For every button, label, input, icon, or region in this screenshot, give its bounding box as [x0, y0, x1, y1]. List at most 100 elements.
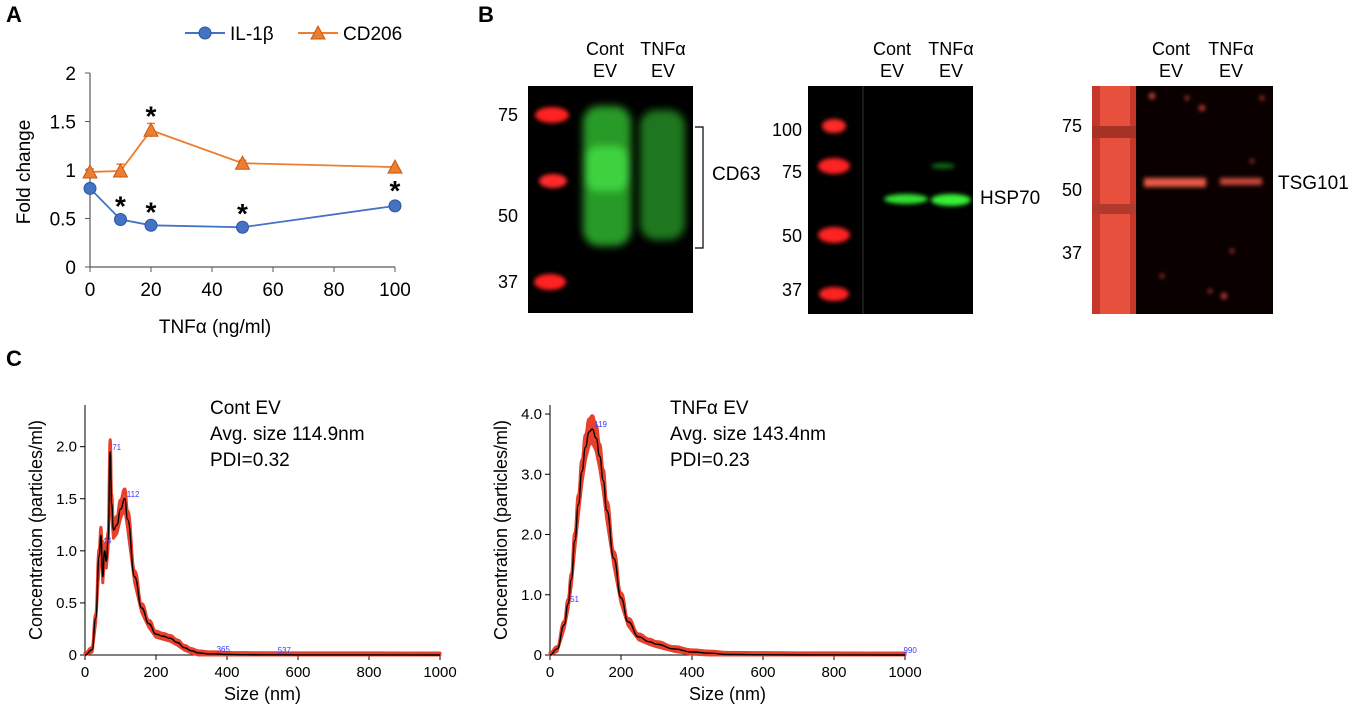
tnfa-ev-x-tick-label: 1000	[888, 664, 921, 681]
tnfa-ev-mean-curve	[549, 428, 905, 656]
blot3-lane1-label: Cont EV	[1141, 38, 1201, 82]
data-point-il1b	[236, 220, 249, 234]
tnfa-ev-x-tick-label: 0	[546, 664, 554, 681]
legend-marker-cd206	[310, 24, 326, 40]
blot3-marker-50: 50	[1062, 180, 1083, 200]
x-axis-title: TNFα (ng/ml)	[159, 317, 271, 338]
cont-ev-x-axis-title: Size (nm)	[224, 684, 301, 704]
tnfa-ev-x-tick-label: 400	[679, 664, 704, 681]
panel-letter-a: A	[6, 2, 22, 27]
cont-ev-avg-size: Avg. size 114.9nm	[210, 424, 365, 445]
blot2-marker-75: 75	[782, 162, 803, 182]
y-tick-label: 2	[65, 64, 76, 85]
blot1-marker-75: 75	[498, 105, 519, 125]
blot3-bands	[1144, 93, 1264, 299]
blot2-marker-100: 100	[772, 120, 803, 140]
y-tick-label: 0	[65, 258, 76, 279]
legend-marker-il1b	[198, 26, 212, 40]
cont-ev-title: Cont EV	[210, 398, 281, 419]
tnfa-ev-y-tick-label: 2.0	[521, 527, 542, 544]
blot1-ladder	[534, 107, 569, 290]
blot2-lane1-line1: Cont	[872, 39, 912, 59]
blot3-lane2-line2: EV	[1218, 61, 1243, 81]
y-tick-label: 1.5	[50, 113, 76, 134]
data-point-il1b	[83, 181, 97, 195]
blot1-lane1-line1: Cont	[585, 39, 625, 59]
blot1-marker-37: 37	[498, 272, 519, 292]
blot1-lane1-label: Cont EV	[575, 38, 635, 82]
blot1-lane2-line2: EV	[650, 61, 675, 81]
cont-ev-x-tick-label: 1000	[423, 664, 456, 681]
legend-label-il1b: IL-1β	[230, 24, 274, 45]
cont-ev-x-tick-label: 0	[81, 664, 89, 681]
tnfa-ev-y-tick-label: 0	[534, 647, 542, 664]
panel-letter-c: C	[6, 346, 22, 371]
blot2-lane1-line2: EV	[879, 61, 904, 81]
blot2-marker-37: 37	[782, 280, 803, 300]
cont-ev-y-tick-label: 1.0	[56, 543, 77, 560]
x-tick-label: 80	[323, 280, 344, 301]
data-point-cd206	[234, 155, 251, 170]
data-point-il1b	[144, 218, 158, 232]
x-tick-label: 100	[379, 280, 411, 301]
cont-ev-error-band	[83, 438, 442, 657]
tnfa-ev-avg-size: Avg. size 143.4nm	[670, 424, 826, 445]
panel-letter-b: B	[478, 2, 494, 27]
data-point-cd206	[112, 162, 129, 178]
blot3-image	[1092, 86, 1273, 314]
data-point-il1b	[388, 199, 402, 213]
blot3-lane2-line1: TNFα	[1208, 39, 1254, 59]
blot1-marker-50: 50	[498, 206, 519, 226]
size-distribution-tnfa-ev: 0 1.0 2.0 3.0 4.0 0 200 400 600 800 1000 Size (nm) C…	[491, 405, 922, 704]
data-point-cd206	[82, 163, 98, 179]
cont-ev-y-axis-title: Concentration (particles/ml)	[26, 420, 46, 640]
size-distribution-cont-ev: 0 0.5 1.0 1.5 2.0 0 200 400 600 800 1000 Size (nm) C…	[26, 405, 457, 704]
blot1-protein-label: CD63	[712, 164, 761, 185]
cont-ev-x-tick-label: 800	[356, 664, 381, 681]
tnfa-ev-x-tick-label: 600	[750, 664, 775, 681]
cont-ev-annotation: Cont EV Avg. size 114.9nm PDI=0.32	[210, 396, 365, 474]
cont-ev-y-tick-label: 0	[69, 647, 77, 664]
blot3-marker-75: 75	[1062, 116, 1083, 136]
tnfa-ev-y-axis-title: Concentration (particles/ml)	[491, 420, 511, 640]
cont-ev-peak-label: 71	[112, 443, 121, 452]
cont-ev-y-tick-label: 2.0	[56, 439, 77, 456]
tnfa-ev-x-tick-label: 800	[821, 664, 846, 681]
x-tick-label: 20	[140, 280, 161, 301]
blot3-lane1-line2: EV	[1158, 61, 1183, 81]
blot2-image	[808, 86, 973, 314]
blot1-bands	[583, 106, 685, 246]
blot2-ladder	[818, 119, 850, 301]
y-tick-label: 0.5	[50, 210, 76, 231]
cont-ev-y-tick-label: 1.5	[56, 491, 77, 508]
blot1-lane2-line1: TNFα	[640, 39, 686, 59]
tnfa-ev-title: TNFα EV	[670, 398, 749, 419]
significance-marker-il1b: *	[390, 175, 401, 206]
data-point-cd206	[387, 159, 403, 174]
blot1-lane1-line2: EV	[592, 61, 617, 81]
x-tick-label: 60	[262, 280, 283, 301]
blot2-lane1-label: Cont EV	[862, 38, 922, 82]
blot3-lane2-label: TNFα EV	[1196, 38, 1266, 82]
blot3-protein-label: TSG101	[1278, 173, 1349, 194]
tnfa-ev-x-tick-label: 200	[608, 664, 633, 681]
blot2-lane2-line2: EV	[938, 61, 963, 81]
data-point-cd206	[143, 122, 159, 137]
significance-marker-il1b: *	[115, 190, 126, 221]
y-tick-label: 1	[65, 161, 76, 182]
blot2-marker-50: 50	[782, 226, 803, 246]
blot2-protein-label: HSP70	[980, 188, 1041, 209]
chart-legend: IL-1β CD206	[185, 24, 402, 45]
tnfa-ev-peak-label: 119	[594, 420, 607, 429]
tnfa-ev-y-tick-label: 1.0	[521, 587, 542, 604]
cont-ev-mean-curve	[84, 451, 441, 656]
cont-ev-peak-label: 365	[217, 645, 231, 654]
tnfa-ev-annotation: TNFα EV Avg. size 143.4nm PDI=0.23	[670, 396, 826, 474]
cont-ev-x-tick-label: 200	[143, 664, 168, 681]
significance-marker-il1b: *	[237, 198, 248, 229]
data-point-il1b	[114, 212, 127, 226]
significance-marker-il1b: *	[146, 196, 157, 227]
significance-marker-cd206: *	[146, 100, 157, 131]
blot2-bands	[884, 163, 971, 206]
x-tick-label: 0	[85, 280, 96, 301]
